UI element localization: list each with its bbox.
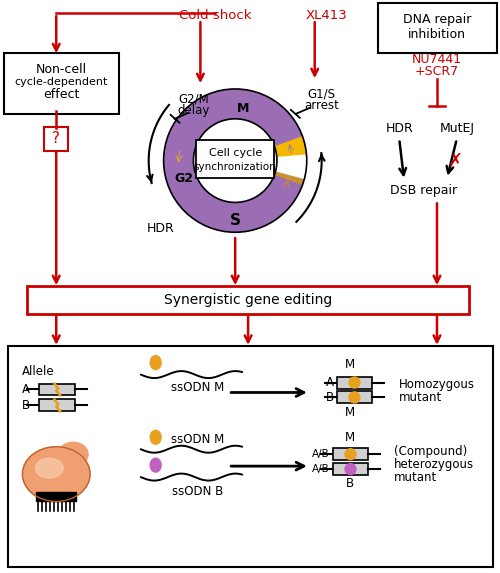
Polygon shape [164, 89, 306, 167]
Text: G2/M: G2/M [178, 93, 209, 106]
Text: mutant: mutant [399, 391, 442, 404]
Text: G1/S: G1/S [308, 88, 336, 101]
Bar [336, 391, 372, 403]
Text: M: M [344, 431, 354, 444]
Bar [332, 448, 368, 460]
Bar [336, 376, 372, 388]
Text: B: B [346, 477, 354, 489]
Circle shape [345, 464, 356, 474]
Bar [40, 399, 75, 411]
Text: A: A [326, 376, 334, 389]
Text: ?: ? [52, 131, 60, 146]
Text: (Compound): (Compound) [394, 445, 468, 458]
Text: A/B: A/B [312, 449, 330, 459]
Text: A: A [22, 383, 30, 396]
Text: ssODN M: ssODN M [171, 381, 224, 394]
Text: ssODN M: ssODN M [171, 433, 224, 446]
Text: Cell cycle: Cell cycle [208, 148, 262, 158]
Text: effect: effect [43, 88, 80, 101]
Text: HDR: HDR [386, 122, 413, 135]
Ellipse shape [58, 442, 88, 466]
Ellipse shape [22, 447, 90, 501]
Bar [36, 492, 76, 501]
Circle shape [345, 449, 356, 460]
Text: B: B [22, 399, 30, 412]
Text: G2: G2 [174, 172, 193, 185]
Text: A/B: A/B [312, 464, 330, 474]
FancyBboxPatch shape [8, 346, 492, 567]
Polygon shape [164, 160, 208, 215]
Bar [332, 463, 368, 475]
Text: Homozygous: Homozygous [399, 378, 475, 391]
Circle shape [349, 392, 360, 403]
Text: Synergistic gene editing: Synergistic gene editing [164, 293, 332, 307]
Text: DNA repair: DNA repair [403, 13, 471, 26]
FancyBboxPatch shape [378, 3, 496, 53]
Text: heterozygous: heterozygous [394, 458, 474, 470]
Polygon shape [164, 89, 302, 232]
FancyBboxPatch shape [4, 53, 119, 114]
Ellipse shape [150, 356, 161, 370]
Bar [40, 383, 75, 395]
Ellipse shape [150, 458, 161, 472]
Text: MutEJ: MutEJ [440, 122, 474, 135]
Text: ✗: ✗ [448, 152, 464, 170]
Text: synchronization: synchronization [194, 162, 276, 171]
Circle shape [349, 377, 360, 388]
Ellipse shape [36, 458, 63, 478]
FancyBboxPatch shape [196, 140, 274, 178]
Text: arrest: arrest [304, 99, 339, 112]
Text: delay: delay [177, 104, 210, 117]
FancyBboxPatch shape [28, 286, 469, 314]
Text: B: B [326, 391, 334, 404]
Ellipse shape [150, 430, 161, 444]
Text: M: M [344, 358, 354, 371]
Text: DSB repair: DSB repair [390, 184, 458, 197]
Text: +SCR7: +SCR7 [415, 65, 459, 77]
Text: HDR: HDR [147, 222, 174, 235]
Text: cycle-dependent: cycle-dependent [14, 77, 108, 87]
Text: Cold shock: Cold shock [179, 9, 252, 22]
Text: M: M [237, 103, 250, 115]
Text: Allele: Allele [22, 365, 54, 378]
Text: M: M [344, 406, 354, 419]
Text: XL413: XL413 [306, 9, 348, 22]
Text: S: S [230, 213, 240, 228]
Text: Non-cell: Non-cell [36, 62, 87, 76]
Text: ssODN B: ssODN B [172, 485, 223, 497]
Polygon shape [188, 171, 304, 232]
Text: G1: G1 [278, 159, 296, 172]
Text: inhibition: inhibition [408, 28, 466, 41]
FancyBboxPatch shape [44, 127, 68, 151]
Text: mutant: mutant [394, 470, 438, 484]
Text: NU7441: NU7441 [412, 53, 462, 65]
